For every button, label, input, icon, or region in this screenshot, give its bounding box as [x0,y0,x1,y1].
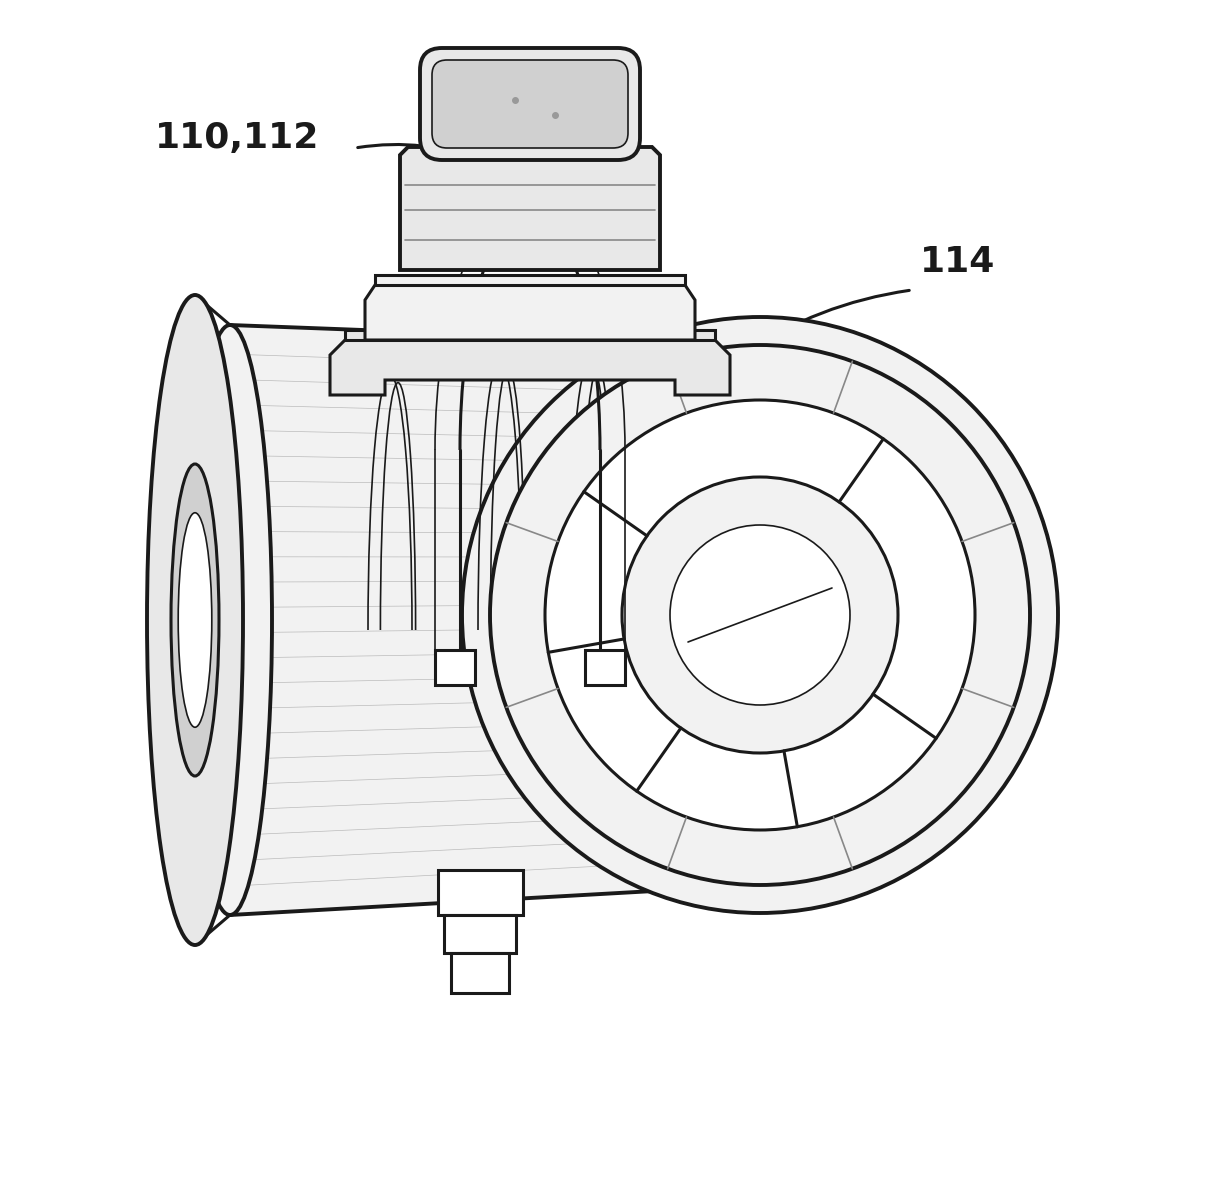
Circle shape [669,525,850,704]
Text: 110,112: 110,112 [156,121,320,155]
FancyBboxPatch shape [420,49,640,160]
Polygon shape [443,915,516,953]
Polygon shape [437,870,522,915]
Ellipse shape [171,464,219,776]
Polygon shape [584,650,625,686]
Polygon shape [345,330,714,340]
Polygon shape [451,953,509,993]
Polygon shape [364,285,695,340]
Ellipse shape [147,295,243,945]
Ellipse shape [179,513,211,727]
Polygon shape [230,324,1029,915]
Circle shape [546,400,974,830]
Polygon shape [400,147,660,270]
Circle shape [622,477,898,753]
FancyBboxPatch shape [433,60,628,148]
Polygon shape [330,340,730,395]
Text: 114: 114 [920,245,995,279]
Ellipse shape [188,324,272,915]
Polygon shape [375,275,685,285]
Polygon shape [435,650,475,686]
Circle shape [490,345,1030,884]
Circle shape [462,317,1058,913]
